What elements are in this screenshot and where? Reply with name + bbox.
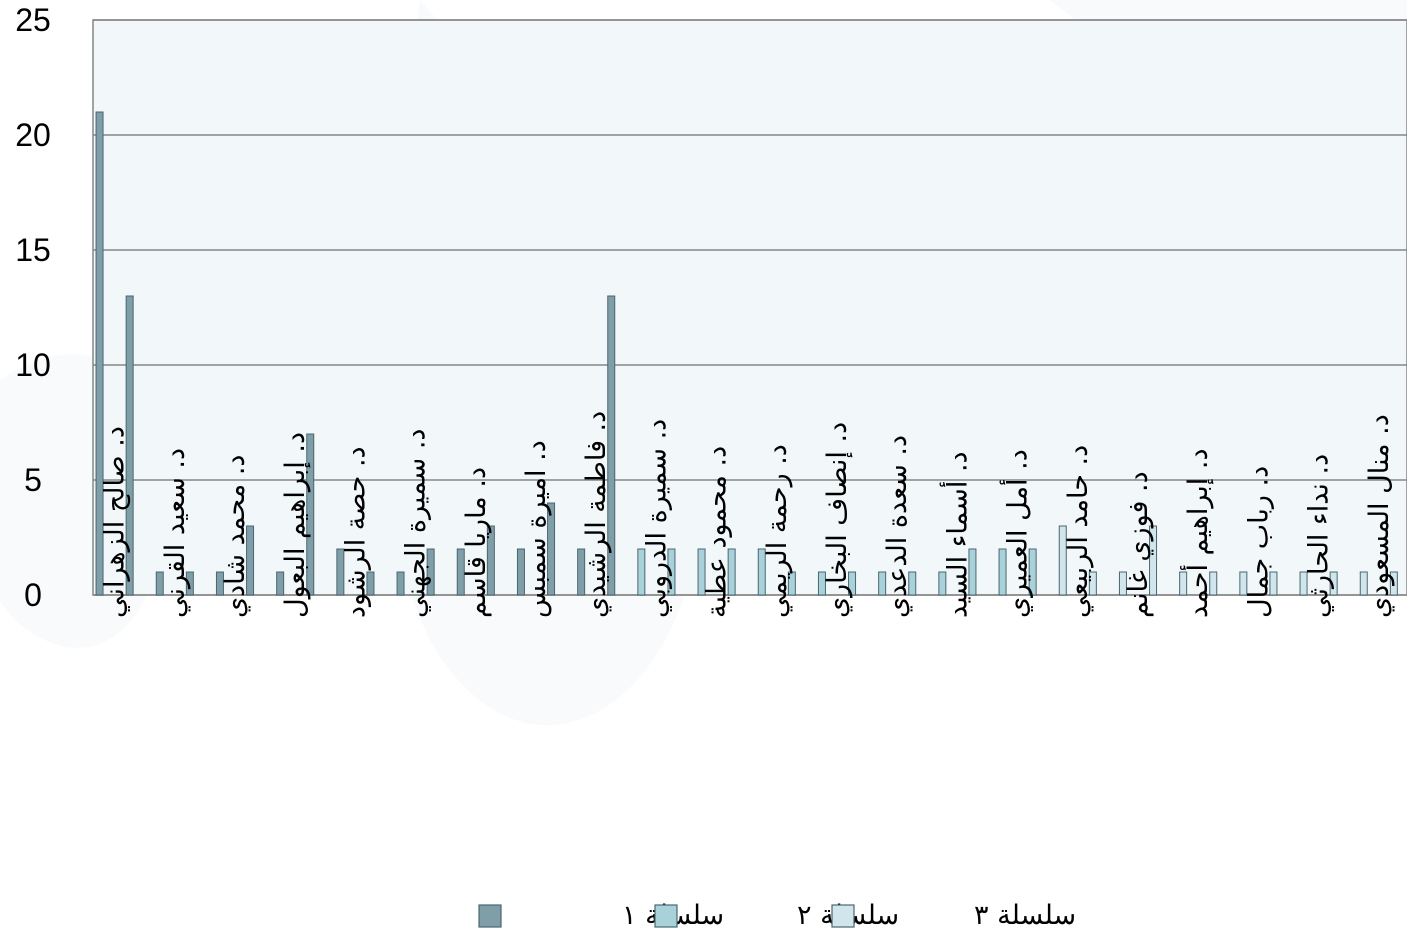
x-tick-label: د. رحمة الريمي [762, 444, 793, 618]
bar-series-1 [125, 295, 134, 596]
y-tick-label: 0 [24, 577, 42, 613]
bar-series-1 [246, 525, 255, 596]
bar-series-1 [486, 525, 495, 596]
bar-series-3 [1209, 571, 1218, 596]
bar-series-1 [426, 548, 435, 596]
x-tick-label: د. فوزي غانم [1123, 471, 1154, 618]
bar-series-1 [396, 571, 405, 596]
bar-series-1 [336, 548, 345, 596]
bar-series-3 [1058, 525, 1067, 596]
x-tick-label: د. اميرة سمبس [521, 440, 552, 618]
bar-series-1 [577, 548, 586, 596]
bar-series-2 [637, 548, 646, 596]
x-tick-label: د. أسماء السيد [938, 451, 973, 618]
bar-series-3 [1088, 571, 1097, 596]
x-tick-label: د. سميرة الدروبي [641, 419, 672, 618]
x-tick-label: د. صالح الزهراني [100, 426, 131, 618]
bar-series-2 [878, 571, 887, 596]
bar-series-1 [276, 571, 285, 596]
bar-series-2 [727, 548, 736, 596]
bar-series-3 [1179, 571, 1188, 596]
bar-series-2 [667, 548, 676, 596]
x-tick-label: د. محمود عطية [702, 446, 733, 618]
y-tick-label: 25 [15, 2, 51, 38]
y-tick-label: 15 [15, 232, 51, 268]
x-tick-label: د. رباب جمال [1243, 466, 1274, 618]
bar-series-2 [1028, 548, 1037, 596]
bar-series-2 [848, 571, 857, 596]
bar-series-1 [547, 502, 556, 596]
bar-series-3 [1359, 571, 1368, 596]
bar-series-2 [787, 571, 796, 596]
legend-swatch-series-3 [831, 904, 855, 928]
bar-series-2 [908, 571, 917, 596]
bar-series-1 [366, 571, 375, 596]
y-tick-label: 10 [15, 347, 51, 383]
bar-series-3 [1299, 571, 1308, 596]
y-tick-label: 20 [15, 117, 51, 153]
bar-series-1 [456, 548, 465, 596]
legend-swatch-series-1 [478, 904, 502, 928]
x-tick-label: د. محمد شادي [220, 455, 251, 618]
x-tick-label: د. أمل العميري [999, 449, 1034, 618]
bar-series-3 [1389, 571, 1398, 596]
y-tick-label: 5 [24, 462, 42, 498]
legend-swatch-series-2 [654, 904, 678, 928]
bar-series-2 [817, 571, 826, 596]
x-tick-label: د. حامد الربيعي [1063, 445, 1094, 618]
x-tick-label: د. ماريا قاسم [461, 467, 492, 618]
x-tick-label: د. إبراهيم البعول [280, 432, 311, 618]
bar-series-1 [95, 111, 104, 596]
bar-series-2 [938, 571, 947, 596]
bar-series-1 [185, 571, 194, 596]
bar-series-1 [607, 295, 616, 596]
bar-series-3 [1329, 571, 1338, 596]
legend-label-series-3: سلسلة ٣ [974, 900, 1076, 931]
bar-series-2 [697, 548, 706, 596]
x-tick-label: د. حصة الرشود [340, 446, 371, 618]
x-tick-label: د. سعدة الدعدي [882, 435, 913, 618]
x-tick-label: د. سعيد القرني [160, 448, 191, 618]
bar-series-1 [516, 548, 525, 596]
bar-series-1 [306, 433, 315, 596]
x-tick-label: د. إبراهيم أحمد [1179, 448, 1214, 618]
x-tick-label: د. فاطمة الرشيدي [581, 411, 612, 618]
bar-series-3 [1149, 525, 1158, 596]
bar-series-2 [968, 548, 977, 596]
x-tick-label: د. منال المسعودي [1364, 414, 1395, 618]
bar-series-1 [155, 571, 164, 596]
bar-series-3 [1118, 571, 1127, 596]
bar-series-2 [998, 548, 1007, 596]
bar-series-1 [215, 571, 224, 596]
x-tick-label: د. نداء الحارثي [1304, 454, 1335, 618]
bar-series-2 [757, 548, 766, 596]
bar-series-3 [1269, 571, 1278, 596]
x-tick-label: د. سميرة الجهني [401, 429, 432, 618]
x-tick-label: د. إنصاف البخاري [822, 422, 853, 618]
bar-series-3 [1239, 571, 1248, 596]
